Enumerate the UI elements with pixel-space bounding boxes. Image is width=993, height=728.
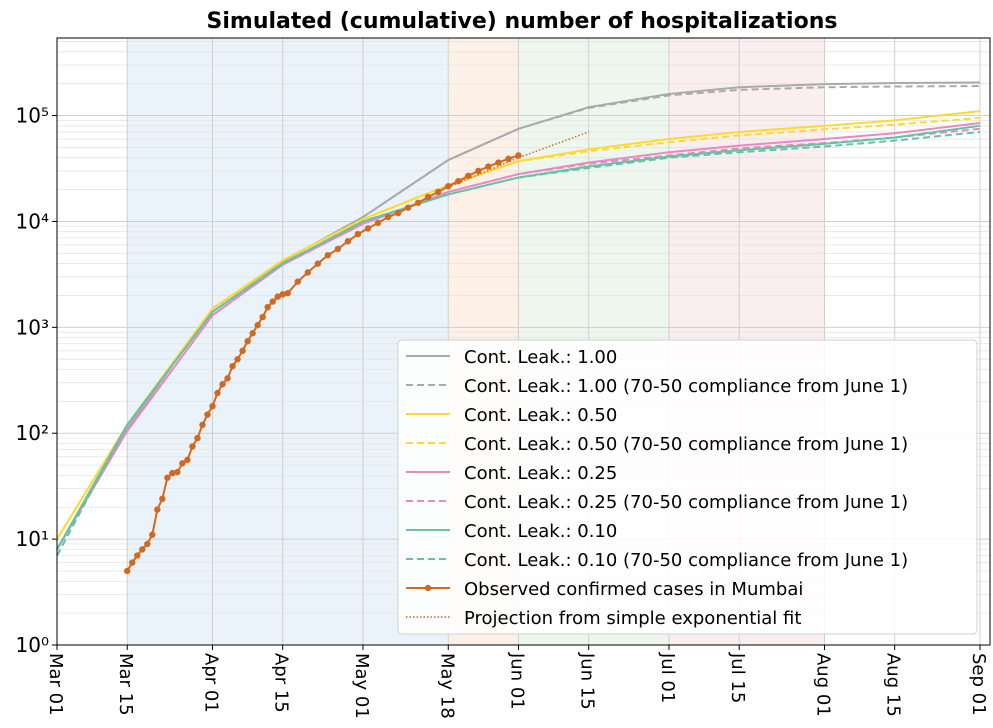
- data-point: [214, 389, 221, 397]
- data-point: [324, 251, 332, 259]
- data-point: [274, 293, 281, 300]
- data-point: [334, 245, 342, 253]
- x-tick-label: Mar 01: [45, 653, 66, 716]
- data-point: [129, 559, 136, 566]
- y-tick-label: 10⁵: [16, 104, 49, 128]
- data-point: [495, 159, 502, 166]
- data-point: [149, 531, 156, 538]
- legend-label: Cont. Leak.: 0.25: [464, 463, 617, 484]
- legend-label: Cont. Leak.: 1.00 (70-50 compliance from…: [464, 376, 908, 397]
- legend-label: Cont. Leak.: 0.50: [464, 405, 617, 426]
- data-point: [404, 204, 412, 211]
- y-tick-label: 10⁴: [16, 209, 49, 233]
- legend-marker: [424, 584, 432, 592]
- x-tick-label: Apr 01: [201, 653, 222, 713]
- data-point: [435, 188, 442, 196]
- x-tick-label: Jul 01: [657, 652, 678, 703]
- data-point: [219, 381, 226, 388]
- x-tick-label: Sep 01: [968, 653, 989, 716]
- x-tick-label: Jun 01: [506, 652, 527, 710]
- data-point: [304, 269, 312, 276]
- y-tick-label: 10²: [16, 421, 49, 445]
- data-point: [515, 152, 522, 159]
- data-point: [264, 303, 271, 311]
- data-point: [144, 540, 151, 548]
- y-tick-label: 10⁰: [16, 633, 49, 657]
- data-point: [364, 225, 372, 232]
- data-point: [234, 356, 241, 363]
- data-point: [475, 167, 482, 175]
- x-tick-label: Aug 15: [883, 653, 904, 717]
- data-point: [314, 260, 322, 267]
- data-point: [465, 172, 472, 179]
- data-point: [189, 443, 196, 450]
- legend-label: Cont. Leak.: 0.10: [464, 521, 617, 542]
- legend-label: Observed confirmed cases in Mumbai: [464, 579, 803, 600]
- data-point: [244, 337, 251, 345]
- data-point: [414, 199, 422, 206]
- y-tick-label: 10³: [16, 315, 49, 339]
- legend-label: Cont. Leak.: 1.00: [464, 347, 617, 368]
- data-point: [455, 177, 462, 185]
- legend: Cont. Leak.: 1.00 Cont. Leak.: 1.00 (70-5…: [397, 339, 978, 635]
- data-point: [445, 183, 452, 190]
- data-point: [294, 278, 301, 285]
- series-line: [447, 131, 589, 189]
- data-point: [254, 321, 261, 329]
- x-tick-label: Apr 15: [271, 653, 292, 713]
- x-tick-label: May 01: [351, 653, 372, 719]
- series-line: [56, 116, 981, 540]
- data-point: [154, 506, 161, 513]
- data-point: [134, 552, 141, 559]
- data-point: [209, 402, 216, 410]
- data-point: [159, 495, 166, 503]
- data-point: [179, 460, 186, 467]
- data-point: [249, 330, 256, 337]
- data-point: [199, 421, 206, 429]
- data-point: [174, 468, 181, 476]
- data-point: [164, 474, 171, 481]
- data-point: [184, 456, 191, 464]
- legend-label: Cont. Leak.: 0.25 (70-50 compliance from…: [464, 492, 908, 513]
- data-point: [384, 213, 392, 221]
- x-tick-label: Mar 15: [115, 653, 136, 716]
- data-point: [394, 209, 402, 217]
- data-point: [424, 193, 432, 201]
- x-tick-label: May 18: [436, 653, 457, 719]
- data-point: [354, 230, 362, 238]
- y-tick-label: 10¹: [16, 527, 49, 551]
- data-point: [239, 347, 246, 355]
- series-line: [56, 130, 981, 556]
- legend-label: Cont. Leak.: 0.50 (70-50 compliance from…: [464, 434, 908, 455]
- data-point: [169, 469, 176, 477]
- data-point: [485, 163, 492, 170]
- data-point: [224, 375, 231, 382]
- legend-label: Cont. Leak.: 0.10 (70-50 compliance from…: [464, 550, 908, 571]
- plot-frame: [56, 37, 991, 646]
- data-point: [374, 219, 382, 227]
- data-point: [259, 313, 266, 321]
- x-tick-label: Aug 01: [812, 653, 833, 717]
- chart-title: Simulated (cumulative) number of hospita…: [207, 9, 838, 34]
- legend-box: [397, 339, 978, 635]
- data-point: [284, 290, 291, 297]
- x-tick-label: Jul 15: [727, 652, 748, 703]
- data-point: [269, 298, 276, 305]
- x-tick-label: Jun 15: [577, 652, 598, 710]
- legend-label: Projection from simple exponential fit: [464, 608, 801, 629]
- data-point: [124, 567, 131, 575]
- data-point: [279, 291, 286, 298]
- data-point: [229, 362, 236, 370]
- data-point: [194, 434, 201, 442]
- data-point: [344, 238, 352, 245]
- data-point: [204, 411, 211, 418]
- data-point: [139, 546, 146, 553]
